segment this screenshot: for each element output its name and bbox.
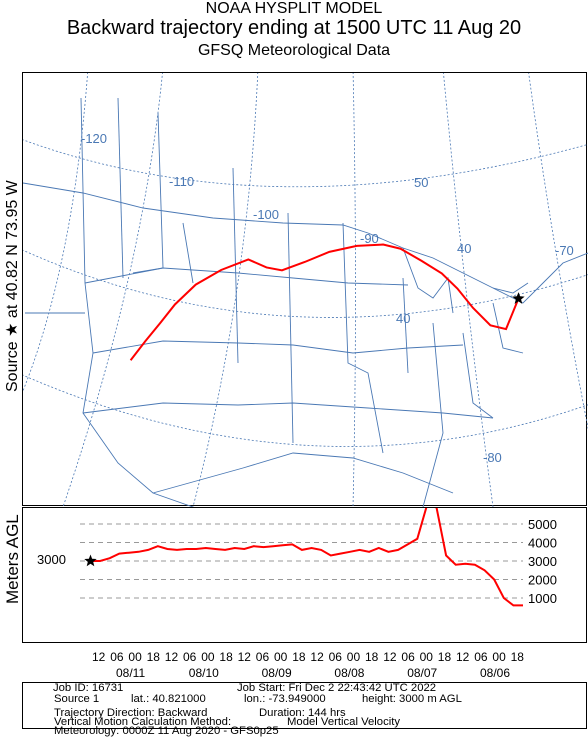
title-line-3: GFSQ Meteorological Data: [197, 42, 391, 59]
trajectory-layer: [126, 240, 525, 361]
hour-label: 06: [256, 650, 270, 664]
profile-grid: [80, 523, 523, 599]
hour-label: 00: [420, 650, 434, 664]
title-line-2: Backward trajectory ending at 1500 UTC 1…: [66, 17, 522, 39]
hour-label: 12: [383, 650, 397, 664]
hour-label: 00: [347, 650, 361, 664]
title-line-1: NOAA HYSPLIT MODEL: [205, 0, 383, 17]
date-label: 08/08: [334, 666, 364, 680]
hour-label: 00: [128, 650, 142, 664]
date-label: 08/06: [480, 666, 510, 680]
date-label: 08/11: [116, 666, 145, 680]
date-label: 08/09: [262, 666, 292, 680]
trajectory-duration: Duration: 144 hrs: [259, 707, 346, 719]
job-id: Job ID: 16731: [53, 682, 124, 694]
source-star-icon: [512, 292, 525, 304]
hour-label: 00: [492, 650, 506, 664]
height-profile-panel: 5000 4000 3000 2000 1000: [22, 503, 587, 643]
hour-label: 18: [147, 650, 161, 664]
hour-label: 00: [201, 650, 215, 664]
height-tick-label: 2000: [528, 573, 557, 588]
latitude-labels: 50 40 40: [396, 175, 471, 326]
vertical-method-value: Model Vertical Velocity: [287, 716, 401, 728]
start-height-label: 3000: [37, 552, 66, 567]
profile-line: [90, 504, 523, 607]
trajectory-direction: Trajectory Direction: Backward: [54, 707, 208, 719]
hour-label: 06: [474, 650, 488, 664]
run-info-panel: Job ID: 16731 Job Start: Fri Dec 2 22:43…: [22, 682, 587, 737]
time-axis: 12 06 00 18 12 06 00 18 12 06 00 18 12 06 00 18 12 06 00 18…: [22, 644, 587, 682]
hour-label: 00: [274, 650, 288, 664]
lon-label: -120: [81, 131, 107, 146]
height-tick-label: 4000: [528, 536, 557, 551]
lon-label: -80: [483, 450, 502, 465]
source-lat: lat.: 40.821000: [131, 693, 206, 705]
hour-label: 12: [238, 650, 252, 664]
vertical-method: Vertical Motion Calculation Method:: [54, 716, 232, 728]
hour-label: 18: [511, 650, 525, 664]
longitude-labels: -120 -110 -100 -90 -80 -70: [81, 131, 574, 465]
hour-label: 12: [92, 650, 106, 664]
hour-label: 12: [310, 650, 324, 664]
lon-label: -100: [253, 207, 279, 222]
map-graticule: [17, 67, 588, 508]
hour-label: 06: [110, 650, 124, 664]
lat-label: 50: [414, 175, 428, 190]
start-star-icon: [84, 554, 97, 567]
hour-label: 18: [438, 650, 452, 664]
profile-axis-label: Meters AGL: [3, 514, 22, 604]
hour-label: 18: [219, 650, 233, 664]
lat-label: 40: [396, 311, 410, 326]
height-tick-label: 1000: [528, 591, 557, 606]
trajectory-map: -120 -110 -100 -90 -80 -70 50 40 40: [17, 67, 588, 508]
trajectory-line: [129, 243, 520, 361]
map-borders: [22, 97, 588, 508]
hour-label: 12: [165, 650, 179, 664]
lat-label: 40: [457, 241, 471, 256]
height-tick-label: 3000: [528, 554, 557, 569]
hour-label: 06: [329, 650, 343, 664]
job-start: Job Start: Fri Dec 2 22:43:42 UTC 2022: [237, 682, 437, 694]
time-axis-canvas: 12 06 00 18 12 06 00 18 12 06 00 18 12 06 00 18 12 06 00 18…: [92, 650, 524, 680]
profile-canvas: 5000 4000 3000 2000 1000: [80, 503, 557, 607]
hour-label: 18: [292, 650, 306, 664]
date-label: 08/10: [189, 666, 219, 680]
source-name: Source 1: [54, 693, 100, 705]
time-labels: 12 06 00 18 12 06 00 18 12 06 00 18 12 06 00 18 12 06 00 18…: [92, 650, 524, 680]
hour-label: 18: [365, 650, 379, 664]
date-label: 08/07: [407, 666, 437, 680]
profile-height-labels: 5000 4000 3000 2000 1000: [528, 517, 557, 606]
source-height: height: 3000 m AGL: [362, 693, 462, 705]
hour-label: 06: [183, 650, 197, 664]
meteorology: Meteorology: 0000Z 11 Aug 2020 - GFS0p25: [54, 725, 279, 737]
lon-label: -90: [360, 231, 379, 246]
source-lon: lon.: -73.949000: [244, 693, 326, 705]
height-tick-label: 5000: [528, 517, 557, 532]
hour-label: 12: [456, 650, 470, 664]
lon-label: -70: [555, 243, 574, 258]
source-location-label: Source ★ at 40.82 N 73.95 W: [4, 180, 21, 392]
map-canvas: -120 -110 -100 -90 -80 -70 50 40 40: [17, 67, 588, 508]
lon-label: -110: [169, 174, 194, 189]
profile-layer: [84, 503, 523, 607]
hour-label: 06: [401, 650, 415, 664]
